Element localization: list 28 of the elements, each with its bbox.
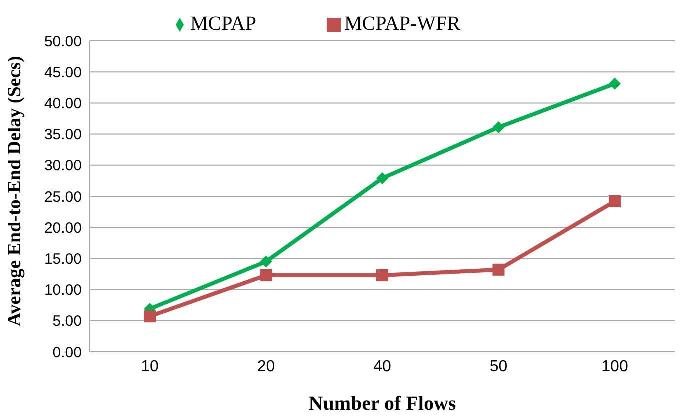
y-tick-label: 30.00	[44, 158, 82, 175]
y-tick-label: 20.00	[44, 220, 82, 237]
x-tick-label: 20	[257, 358, 276, 376]
point	[144, 310, 156, 323]
y-tick-label: 40.00	[44, 96, 82, 113]
legend-label: MCPAP	[190, 13, 256, 35]
point	[260, 256, 272, 268]
x-tick-label: 10	[141, 358, 159, 376]
legend-label: MCPAP-WFR	[344, 13, 460, 35]
point	[492, 264, 505, 276]
point	[492, 121, 505, 134]
x-tick-label: 50	[490, 358, 508, 376]
point	[376, 269, 388, 282]
y-tick-label: 25.00	[44, 188, 82, 206]
point	[260, 269, 272, 282]
y-tick-label: 35.00	[44, 126, 82, 144]
y-tick-label: 50.00	[44, 33, 82, 50]
x-tick-label: 100	[602, 358, 628, 376]
y-tick-label: 45.00	[44, 64, 82, 82]
x-axis-title: Number of Flows	[308, 393, 456, 415]
point	[376, 172, 388, 184]
x-tick-label: 40	[374, 358, 392, 376]
y-tick-label: 15.00	[44, 251, 82, 268]
point	[609, 195, 621, 208]
y-tick-label: 5.00	[52, 313, 82, 330]
y-tick-label: 0.00	[52, 344, 82, 362]
point	[609, 78, 621, 90]
y-tick-label: 10.00	[44, 282, 82, 300]
